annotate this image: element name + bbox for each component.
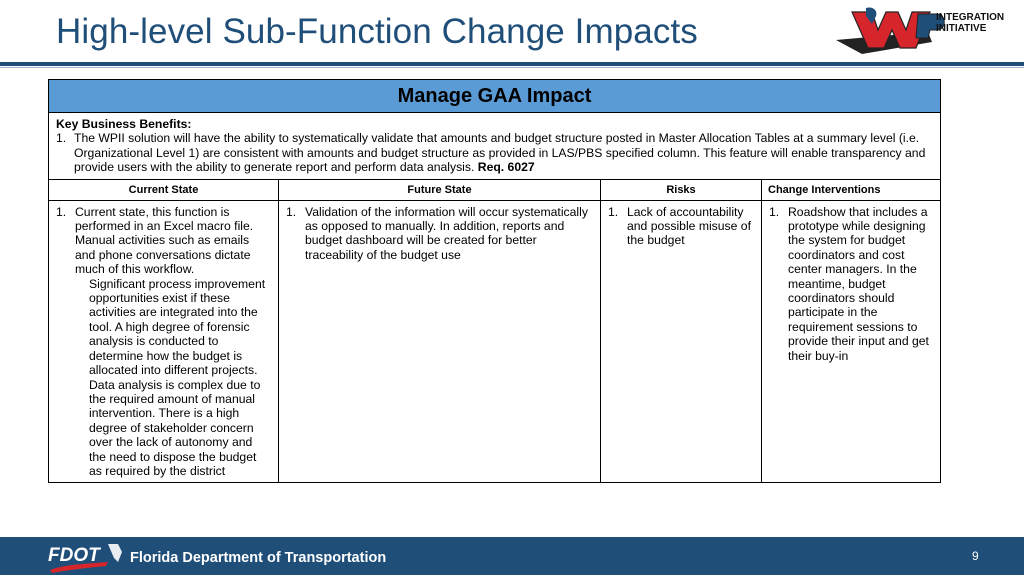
list-item: 1. Validation of the information will oc… (286, 205, 594, 263)
item-text: Lack of accountability and possible misu… (627, 204, 751, 248)
future-state-cell: 1. Validation of the information will oc… (278, 199, 601, 484)
item-number: 1. (286, 204, 297, 219)
page-number: 9 (972, 549, 979, 563)
wpii-logo: WP (836, 7, 945, 54)
table-header: Manage GAA Impact (48, 79, 941, 113)
benefit-item: 1. The WPII solution will have the abili… (56, 131, 934, 174)
change-interventions-cell: 1. Roadshow that includes a prototype wh… (761, 199, 941, 484)
impact-table: Manage GAA Impact Key Business Benefits:… (48, 79, 941, 484)
col-current-state: Current State (48, 178, 279, 201)
benefit-req: Req. 6027 (477, 160, 535, 175)
logo-line1: INTEGRATION (936, 12, 1005, 23)
item-number: 1. (608, 204, 619, 219)
key-benefits: Key Business Benefits: 1. The WPII solut… (48, 112, 941, 180)
col-risks: Risks (600, 178, 762, 201)
item-number: 1. (769, 204, 780, 219)
current-state-paragraph: Significant process improvement opportun… (89, 276, 266, 478)
risks-cell: 1. Lack of accountability and possible m… (600, 199, 762, 484)
title-rule-thin (0, 67, 1024, 68)
title-rule (0, 62, 1024, 66)
logo-line2: INITIATIVE (936, 23, 987, 34)
slide-title: High-level Sub-Function Change Impacts (56, 12, 698, 51)
col-change-interventions: Change Interventions (761, 178, 941, 201)
benefits-title: Key Business Benefits: (56, 117, 192, 131)
footer-bar: FDOT Florida Department of Transportatio… (0, 537, 1024, 575)
list-item: 1. Roadshow that includes a prototype wh… (769, 205, 934, 363)
item-text: Current state, this function is performe… (75, 204, 254, 277)
fdot-logo-text: FDOT (48, 545, 101, 566)
benefit-text: The WPII solution will have the ability … (74, 131, 926, 175)
col-future-state: Future State (278, 178, 601, 201)
item-text: Validation of the information will occur… (305, 204, 588, 262)
item-text: Roadshow that includes a prototype while… (788, 204, 929, 363)
benefit-number: 1. (56, 131, 67, 146)
footer-organization: Florida Department of Transportation (130, 550, 387, 566)
fdot-logo: FDOT (48, 544, 122, 573)
list-item: 1. Current state, this function is perfo… (56, 205, 272, 277)
item-number: 1. (56, 204, 67, 219)
logo-text: INTEGRATION INITIATIVE (936, 12, 1004, 34)
list-item: 1. Lack of accountability and possible m… (608, 205, 755, 248)
current-state-cell: 1. Current state, this function is perfo… (48, 199, 279, 484)
